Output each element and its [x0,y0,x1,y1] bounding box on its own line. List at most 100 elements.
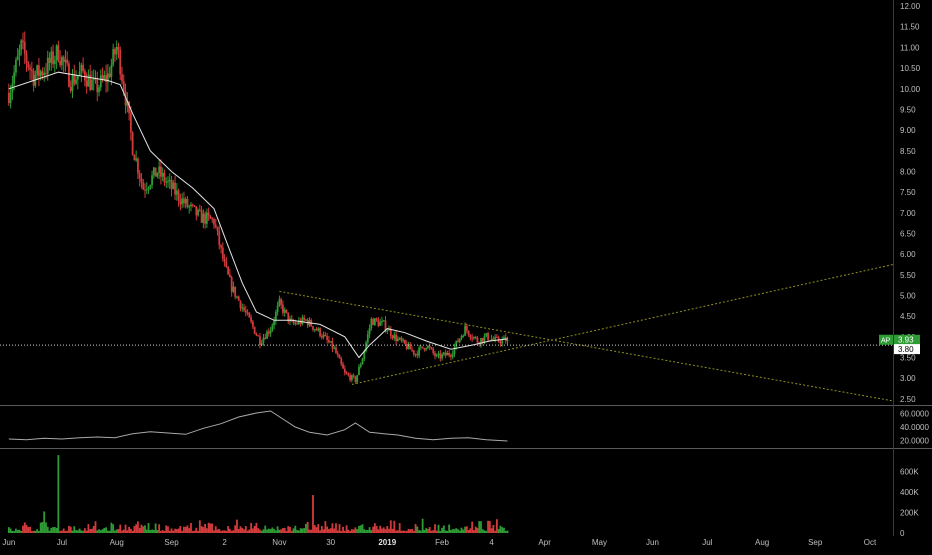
candle-body [32,70,35,86]
volume-bar [186,525,189,533]
candle-body [239,300,242,309]
candle-body [312,326,314,330]
candle-body [151,175,153,186]
candle-body [75,79,77,84]
price-tick-label: 9.00 [900,126,916,135]
volume-bar [11,530,14,533]
candle-body [39,71,42,77]
candle-body [154,167,157,177]
candle-body [22,40,24,43]
candle-body [211,218,214,220]
candle-body [168,179,171,182]
volume-bar [165,525,168,533]
price-tick-label: 11.50 [900,23,920,32]
volume-bar [418,530,420,533]
volume-bar [285,530,288,533]
x-tick-label: Oct [864,538,877,547]
candle-body [329,341,332,343]
volume-bar [504,530,507,533]
volume-bar [13,530,16,533]
candle-body [427,345,429,349]
candle-body [465,325,468,331]
candle-body [377,320,380,326]
volume-bar [92,526,95,533]
candle-body [285,309,288,313]
candle-body [140,178,143,183]
candle-body [326,335,329,340]
volume-bar [30,530,33,533]
candle-body [50,51,53,64]
volume-bar [195,527,198,533]
candle-body [103,75,106,80]
volume-tick-label: 600K [900,468,919,477]
volume-bar [267,528,270,533]
last-label-badge [879,334,893,345]
volume-bar [301,528,304,533]
volume-bar [273,528,275,533]
volume-bar [453,529,456,533]
volume-bar [358,525,360,533]
candle-body [117,46,120,50]
candle-body [221,247,224,259]
candle-body [193,205,196,207]
volume-bar [9,528,12,533]
candle-body [398,337,401,339]
candle-body [59,61,62,66]
volume-bar [421,518,424,533]
volume-bar [117,528,120,533]
candle-body [322,334,325,338]
volume-bar [99,530,102,533]
volume-bar [280,529,283,533]
volume-bar [207,522,210,533]
volume-bar [329,528,332,533]
candle-body [354,376,357,383]
candle-body [338,355,341,359]
x-tick-label: 30 [326,538,335,547]
candle-body [297,320,300,324]
candle-body [45,72,47,74]
volume-bar [175,529,178,533]
candle-body [435,354,438,357]
candle-body [419,346,422,348]
volume-bar [494,530,497,533]
volume-bar [156,530,159,533]
candle-body [269,330,272,334]
volume-bar [349,530,352,533]
candle-body [368,328,371,335]
candle-body [190,204,192,207]
volume-bar [106,530,109,533]
candle-body [230,277,233,292]
candle-body [361,358,364,365]
candle-body [457,340,459,343]
oscillator-line [8,410,508,442]
candle-body [340,358,343,365]
candle-body [428,345,431,348]
candle-body [216,226,219,231]
candle-body [214,224,217,227]
candle-body [278,299,281,306]
candle-body [142,182,145,190]
volume-bar [462,529,465,533]
volume-bar [152,529,155,533]
candle-body [464,325,466,336]
current-price-text: 3.80 [898,345,914,354]
candle-body [16,55,19,61]
volume-bar [78,528,81,533]
volume-bar [487,520,489,533]
volume-bar [126,530,129,533]
volume-bar [375,525,378,533]
volume-bar [382,527,385,533]
candle-body [46,57,49,74]
candle-body [147,187,150,190]
candle-body [114,49,116,55]
candle-body [220,245,222,248]
volume-bar [478,521,481,533]
volume-bar [481,529,484,533]
volume-bars-group [7,455,509,533]
volume-bar [209,523,212,533]
candle-body [30,69,33,71]
candle-body [324,334,327,336]
price-tick-label: 3.50 [900,354,916,363]
volume-bar [36,529,39,533]
candle-body [356,375,359,383]
